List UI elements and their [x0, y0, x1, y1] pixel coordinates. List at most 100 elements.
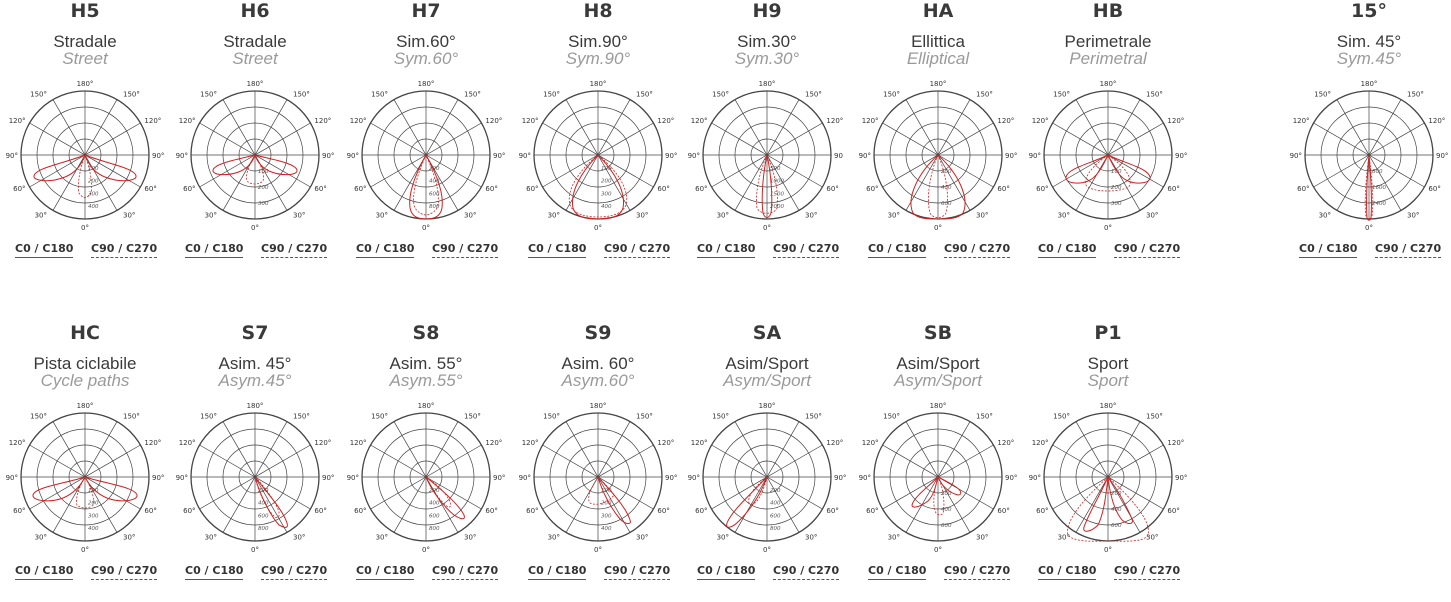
angle-label: 90° — [1436, 152, 1448, 160]
angle-label: 90° — [176, 152, 188, 160]
angle-label: 90° — [1029, 152, 1041, 160]
angle-label: 0° — [422, 224, 430, 232]
legend-c0-c180: C0 / C180 — [868, 242, 927, 258]
distribution-name-italian: Pista ciclabile — [33, 354, 137, 373]
angle-label: 60° — [183, 185, 195, 193]
diagram-code: S9 — [584, 322, 612, 344]
angle-label: 90° — [1005, 474, 1017, 482]
angle-label: 150° — [543, 91, 560, 99]
distribution-name-italian: Ellittica — [911, 32, 965, 51]
angle-label: 120° — [997, 439, 1014, 447]
polar-light-distribution-chart: 180° 150° 150° 120° 120° 90° 90° 60° 60° 30° 30° 0°… — [519, 80, 678, 232]
legend-c0-c180: C0 / C180 — [528, 242, 587, 258]
polar-diagram-card: HB Perimetrale Perimetral 180° 150° 150° 120° 1… — [1028, 0, 1188, 280]
angle-label: 120° — [826, 117, 843, 125]
angle-label: 120° — [314, 439, 331, 447]
angle-label: 30° — [123, 211, 135, 219]
angle-label: 150° — [371, 413, 388, 421]
angle-label: 150° — [1407, 91, 1424, 99]
legend-c90-c270: C90 / C270 — [604, 564, 671, 580]
angle-label: 30° — [1407, 211, 1419, 219]
polar-diagram-card: P1 Sport Sport 180° 150° 150° 120° 120° 90° 90° 60… — [1028, 322, 1188, 602]
angle-label: 90° — [1029, 474, 1041, 482]
diagram-code: SA — [752, 322, 782, 344]
angle-label: 120° — [522, 117, 539, 125]
intensity-scale-label: 400 — [941, 507, 952, 513]
angle-label: 0° — [594, 224, 602, 232]
polar-diagram-card: H7 Sim.60° Sym.60° 180° 150° 150° 120° 120° 90° 9… — [346, 0, 506, 280]
angle-label: 30° — [636, 211, 648, 219]
angle-label: 30° — [293, 533, 305, 541]
intensity-scale-label: 400 — [601, 526, 612, 532]
intensity-scale-label: 300 — [601, 191, 612, 197]
angle-label: 0° — [81, 224, 89, 232]
angle-label: 150° — [464, 91, 481, 99]
angle-label: 30° — [1146, 211, 1158, 219]
distribution-name-italian: Sport — [1087, 354, 1129, 373]
distribution-name-english: Street — [62, 49, 108, 68]
legend-c90-c270: C90 / C270 — [1375, 242, 1442, 258]
angle-label: 120° — [1032, 439, 1049, 447]
angle-label: 90° — [6, 152, 18, 160]
curve-c90-c270 — [1085, 154, 1131, 192]
intensity-scale-label: 600 — [941, 201, 952, 207]
angle-label: 30° — [717, 533, 729, 541]
distribution-name-italian: Stradale — [223, 32, 287, 51]
curve-c0-c180 — [597, 476, 631, 525]
angle-label: 30° — [464, 211, 476, 219]
intensity-scale-label: 200 — [258, 185, 269, 191]
angle-label: 90° — [859, 152, 871, 160]
angle-label: 30° — [976, 533, 988, 541]
angle-label: 60° — [354, 507, 366, 515]
angle-label: 0° — [594, 546, 602, 554]
angle-label: 150° — [1053, 91, 1070, 99]
angle-label: 60° — [354, 185, 366, 193]
angle-label: 0° — [934, 546, 942, 554]
polar-diagram-card: H9 Sim.30° Sym.30° 180° 150° 150° 120° 120° 90° 9… — [687, 0, 847, 280]
angle-label: 180° — [930, 80, 947, 88]
distribution-name-english: Perimetral — [1069, 49, 1147, 68]
curve-c0-c180 — [425, 476, 465, 520]
intensity-scale-label: 200 — [941, 491, 952, 497]
legend-c90-c270: C90 / C270 — [91, 564, 158, 580]
angle-label: 120° — [691, 117, 708, 125]
angle-label: 120° — [1032, 117, 1049, 125]
angle-label: 150° — [883, 413, 900, 421]
angle-label: 120° — [691, 439, 708, 447]
angle-label: 60° — [1167, 185, 1179, 193]
angle-label: 180° — [418, 80, 435, 88]
intensity-scale-label: 300 — [1111, 201, 1122, 207]
polar-light-distribution-chart: 180° 150° 150° 120° 120° 90° 90° 60° 60° 30° 30° 0°… — [6, 402, 165, 554]
intensity-scale-label: 100 — [601, 488, 612, 494]
polar-diagram-card: SA Asim/Sport Asym/Sport 180° 150° 150° 120° 12… — [687, 322, 847, 602]
angle-label: 90° — [665, 474, 677, 482]
angle-label: 60° — [1036, 507, 1048, 515]
diagram-code: S8 — [412, 322, 440, 344]
angle-label: 120° — [485, 117, 502, 125]
angle-label: 60° — [314, 507, 326, 515]
angle-label: 90° — [859, 474, 871, 482]
angle-label: 120° — [179, 117, 196, 125]
intensity-scale-label: 300 — [601, 513, 612, 519]
intensity-scale-label: 500 — [770, 166, 781, 172]
angle-label: 150° — [636, 413, 653, 421]
polar-diagram-card: H6 Stradale Street 180° 150° 150° 120° 120° 90° 9… — [175, 0, 335, 280]
legend-c0-c180: C0 / C180 — [1038, 242, 1097, 258]
polar-grid — [190, 90, 320, 220]
angle-label: 180° — [590, 402, 607, 410]
angle-label: 90° — [688, 474, 700, 482]
intensity-scale-label: 200 — [429, 488, 440, 494]
angle-label: 150° — [805, 413, 822, 421]
curve-c0-c180 — [571, 154, 625, 220]
intensity-scale-label: 600 — [429, 513, 440, 519]
angle-label: 180° — [930, 402, 947, 410]
angle-label: 150° — [200, 91, 217, 99]
intensity-scale-label: 100 — [1111, 169, 1122, 175]
legend-c90-c270: C90 / C270 — [91, 242, 158, 258]
angle-label: 150° — [371, 91, 388, 99]
angle-label: 30° — [376, 533, 388, 541]
angle-label: 60° — [997, 185, 1009, 193]
diagram-code: SB — [923, 322, 953, 344]
polar-light-distribution-chart: 180° 150° 150° 120° 120° 90° 90° 60° 60° 30° 30° 0°… — [176, 402, 335, 554]
polar-grid — [190, 412, 320, 542]
